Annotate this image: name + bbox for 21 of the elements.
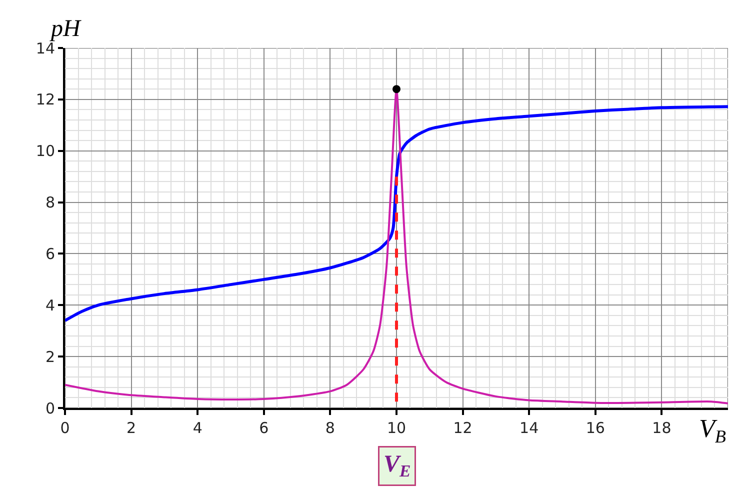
x-tick-label: 6 bbox=[259, 419, 269, 437]
y-tick-label: 8 bbox=[45, 194, 55, 212]
x-tick-label: 16 bbox=[586, 419, 605, 437]
y-tick-label: 2 bbox=[45, 348, 55, 366]
ref-line-label: V$_{E}$ bbox=[384, 452, 411, 481]
x-tick-label: 10 bbox=[386, 419, 406, 437]
x-tick-label: 18 bbox=[652, 419, 672, 437]
y-tick-label: 10 bbox=[36, 142, 55, 160]
x-axis-title: V$_{B}$ bbox=[699, 414, 726, 446]
y-tick-label: 6 bbox=[45, 244, 55, 263]
x-tick-label: 8 bbox=[325, 419, 335, 437]
y-tick-label: 4 bbox=[45, 296, 55, 314]
x-tick-label: 0 bbox=[60, 419, 70, 437]
x-tick-label: 2 bbox=[126, 419, 136, 437]
x-tick-label: 14 bbox=[520, 419, 539, 437]
x-tick-label: 4 bbox=[192, 419, 202, 437]
y-tick-label: 0 bbox=[45, 399, 55, 418]
y-tick-label: 12 bbox=[36, 90, 55, 109]
x-tick-label: 12 bbox=[453, 419, 472, 437]
line-series bbox=[65, 105, 728, 322]
y-axis-title: pH bbox=[49, 16, 82, 42]
